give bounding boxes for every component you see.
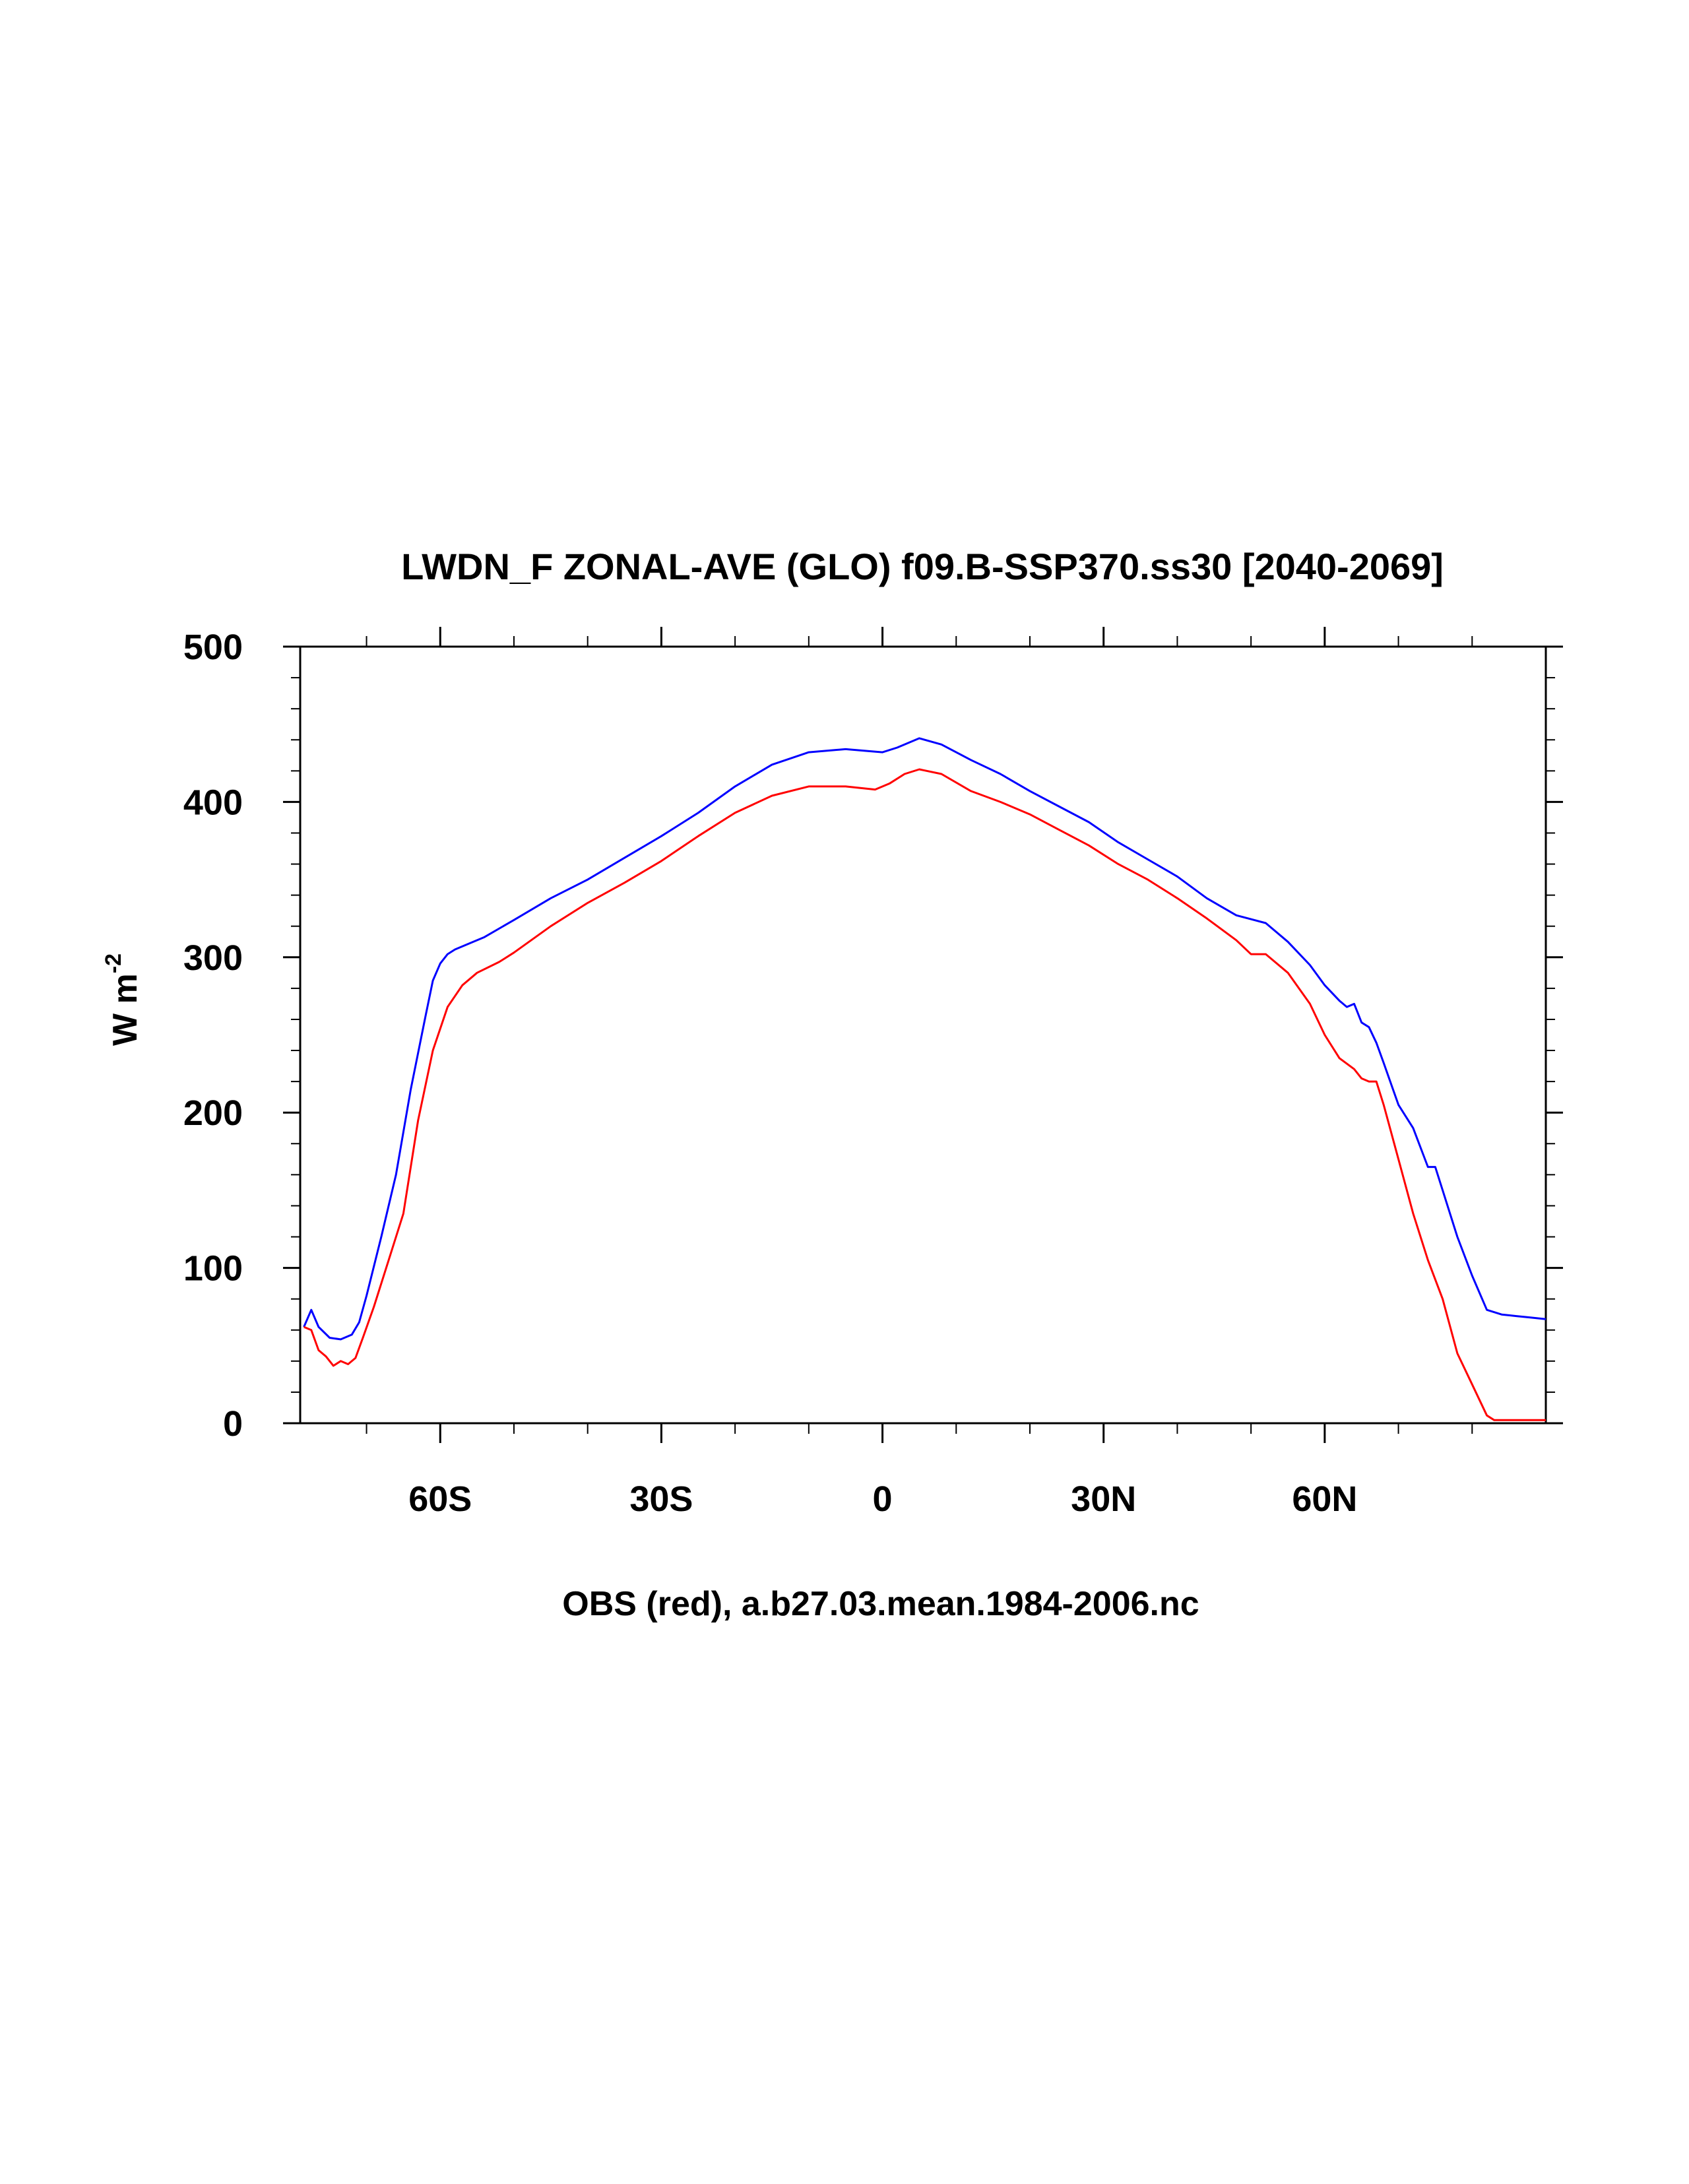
series-line-red	[303, 768, 1546, 1421]
y-axis-label-main: W m	[106, 973, 144, 1046]
svg-text:W m-2: W m-2	[101, 953, 144, 1046]
x-tick-label: 30N	[1071, 1479, 1136, 1519]
y-tick-label: 500	[183, 627, 243, 667]
x-axis-label: OBS (red), a.b27.03.mean.1984-2006.nc	[562, 1585, 1199, 1623]
y-tick-label: 100	[183, 1249, 243, 1289]
y-axis-label-exponent: -2	[101, 953, 126, 973]
x-tick-label: 60N	[1292, 1479, 1357, 1519]
series-line-blue	[303, 737, 1546, 1341]
y-tick-label: 300	[183, 938, 243, 978]
plot-frame	[299, 645, 1547, 1425]
x-tick-label: 30S	[629, 1479, 693, 1519]
y-tick-label: 200	[183, 1093, 243, 1133]
y-tick-label: 400	[183, 783, 243, 822]
x-tick-label: 0	[873, 1479, 893, 1519]
x-tick-label: 60S	[408, 1479, 472, 1519]
chart-title: LWDN_F ZONAL-AVE (GLO) f09.B-SSP370.ss30…	[401, 546, 1444, 587]
y-axis-label: W m-2	[101, 953, 144, 1046]
y-tick-label: 0	[223, 1404, 243, 1444]
